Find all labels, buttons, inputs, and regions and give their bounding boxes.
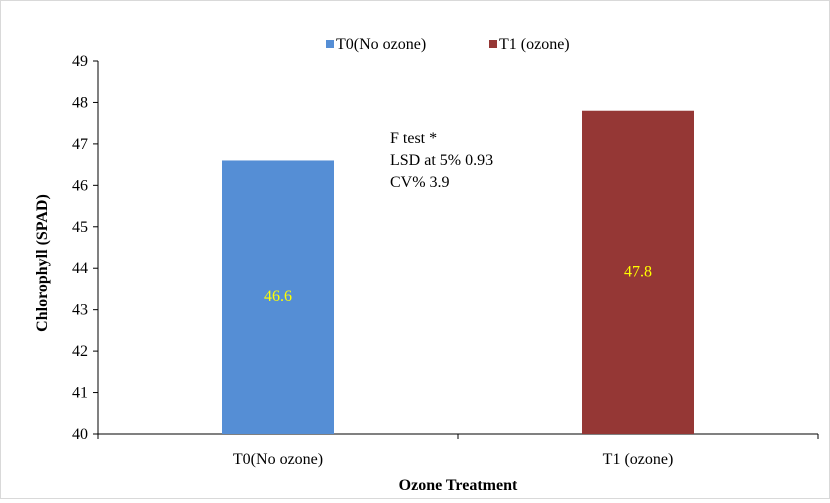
- bar: [222, 160, 334, 434]
- legend-swatch: [326, 40, 334, 48]
- y-tick-label: 47: [72, 136, 88, 153]
- stats-annotation: F test * LSD at 5% 0.93 CV% 3.9: [390, 130, 493, 191]
- x-tick-label: T0(No ozone): [233, 451, 323, 468]
- y-tick-label: 44: [72, 260, 88, 277]
- y-tick-label: 49: [72, 53, 88, 70]
- annotation-line: F test *: [390, 130, 437, 147]
- y-tick-label: 40: [72, 426, 88, 443]
- y-tick-label: 42: [72, 343, 88, 360]
- bars: 46.6 47.8: [222, 110, 694, 434]
- y-tick-label: 43: [72, 302, 88, 319]
- x-axis: T0(No ozone) T1 (ozone): [97, 433, 819, 468]
- legend-label: T0(No ozone): [336, 36, 426, 53]
- legend-swatch: [489, 40, 497, 48]
- y-axis: 40 41 42 43 44 45 46 47 48 49: [72, 53, 99, 443]
- bar: [582, 110, 694, 434]
- annotation-line: CV% 3.9: [390, 174, 450, 191]
- x-axis-title: Ozone Treatment: [399, 477, 518, 494]
- y-tick-label: 46: [72, 177, 88, 194]
- annotation-line: LSD at 5% 0.93: [390, 152, 493, 169]
- y-axis-title: Chlorophyll (SPAD): [34, 194, 51, 332]
- y-tick-label: 45: [72, 219, 88, 236]
- bar-data-label: 47.8: [624, 263, 652, 280]
- legend-label: T1 (ozone): [499, 36, 570, 53]
- x-tick-label: T1 (ozone): [603, 451, 674, 468]
- bar-data-label: 46.6: [264, 288, 292, 305]
- legend: T0(No ozone) T1 (ozone): [326, 36, 570, 53]
- y-tick-label: 41: [72, 385, 88, 402]
- y-tick-label: 48: [72, 94, 88, 111]
